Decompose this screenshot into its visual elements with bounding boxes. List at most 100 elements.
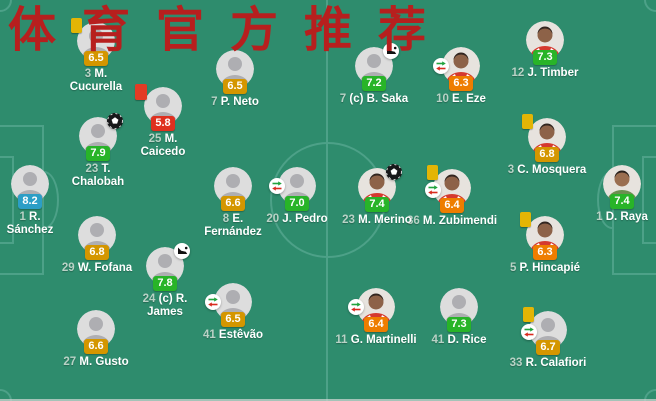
player-rating-badge: 6.5 [84,51,108,66]
substitution-icon [205,294,221,310]
yellow-card-icon [522,114,533,129]
player-rating-badge: 7.3 [533,50,557,65]
player-rating-badge: 6.5 [221,312,245,327]
player-surname: James [147,306,183,318]
penalty-box-left [0,125,44,275]
player-name: 8 E. Fernández [204,213,262,238]
player-chip[interactable]: 5.8 25 M. Caicedo [108,84,218,159]
player-number: 24 [142,293,156,305]
corner-arc [0,0,12,12]
player-name: 5 P. Hincapié [509,262,581,274]
player-rating-badge: 6.7 [536,340,560,355]
player-avatar [146,247,184,285]
player-name: 23 T. Chalobah [71,163,125,188]
goal-area-right [642,156,656,244]
player-rating-badge: 7.4 [610,194,634,209]
player-name: 29 W. Fofana [61,262,133,274]
player-number: 20 [266,213,280,225]
player-rating-badge: 6.6 [84,339,108,354]
substitution-icon [269,178,285,194]
player-number: 1 [596,211,603,223]
player-chip[interactable]: 6.7 33 R. Calafiori [493,307,603,370]
player-chip[interactable]: 7.3 12 J. Timber [490,21,600,80]
player-chip[interactable]: 6.6 27 M. Gusto [41,310,151,369]
player-chip[interactable]: 6.8 29 W. Fofana [42,216,152,275]
player-chip[interactable]: 6.5 41 Estêvão [178,283,288,342]
player-chip[interactable]: 8.2 1 R. Sánchez [0,165,85,237]
substitution-icon [521,324,537,340]
substitution-icon [348,299,364,315]
player-avatar [442,47,480,85]
goal-ball-icon [386,164,402,180]
player-number: 23 [85,163,99,175]
player-rating-badge: 6.3 [533,245,557,260]
player-number: 25 [148,133,162,145]
player-rating-badge: 7.2 [362,76,386,91]
player-rating-badge: 5.8 [151,116,175,131]
player-surname: Sánchez [6,224,54,236]
player-chip[interactable]: 6.8 3 C. Mosquera [492,114,602,177]
player-number: 3 [507,164,515,176]
red-card-icon [135,84,147,100]
player-rating-badge: 6.8 [85,245,109,260]
player-number: 3 [84,68,92,80]
player-rating-badge: 7.9 [86,146,110,161]
player-number: 33 [509,357,523,369]
player-chip[interactable]: 7.0 20 J. Pedro [242,167,352,226]
yellow-card-icon [523,307,534,322]
player-name: 10 E. Eze [436,93,486,105]
player-rating-badge: 7.4 [365,197,389,212]
player-chip[interactable]: 6.6 8 E. Fernández [178,167,288,239]
player-number: 41 [431,334,445,346]
player-chip[interactable]: 6.5 7 P. Neto [180,50,290,109]
player-name: 3 C. Mosquera [507,164,587,176]
player-chip[interactable]: 6.4 11 G. Martinelli [321,288,431,347]
player-number: 5 [509,262,517,274]
player-name: 27 M. Gusto [63,356,129,368]
player-chip[interactable]: 6.3 5 P. Hincapié [490,212,600,275]
player-chip[interactable]: 6.3 10 E. Eze [406,47,516,106]
player-rating-badge: 6.6 [221,196,245,211]
yellow-card-icon [520,212,531,227]
player-name: 12 J. Timber [511,67,579,79]
yellow-card-icon [427,165,438,180]
player-number: 11 [335,334,348,346]
player-name: 1 R. Sánchez [6,211,54,236]
player-chip[interactable]: 7.2 7 (c) B. Saka [319,43,429,106]
player-number: 36 [406,215,420,227]
player-rating-badge: 6.4 [440,198,464,213]
player-chip[interactable]: 7.3 41 D. Rice [404,288,514,347]
player-number: 10 [436,93,449,105]
player-chip[interactable]: 7.8 24 (c) R. James [110,243,220,319]
player-rating-badge: 6.5 [223,79,247,94]
player-name: 1 D. Raya [596,211,648,223]
player-chip[interactable]: 6.4 36 M. Zubimendi [397,165,507,228]
player-name: 24 (c) R. James [142,293,188,318]
player-rating-badge: 7.3 [447,317,471,332]
player-name: 3 M. Cucurella [69,68,123,93]
corner-arc [644,389,656,401]
player-number: 7 [339,93,347,105]
player-name: 41 Estêvão [202,329,264,341]
player-number: 8 [222,213,230,225]
player-name: 33 R. Calafiori [509,357,587,369]
player-chip[interactable]: 7.9 23 T. Chalobah [43,113,153,189]
player-rating-badge: 6.4 [364,317,388,332]
player-name: 25 M. Caicedo [140,133,186,158]
assist-boot-icon [383,43,399,59]
player-chip[interactable]: 6.5 3 M. Cucurella [41,18,151,94]
player-surname: Caicedo [140,146,186,158]
player-number: 29 [61,262,75,274]
player-surname: Cucurella [69,81,123,93]
player-rating-badge: 6.8 [535,147,559,162]
player-number: 1 [19,211,26,223]
player-name: 20 J. Pedro [266,213,328,225]
player-chip[interactable]: 7.4 1 D. Raya [567,165,656,224]
player-name: 36 M. Zubimendi [406,215,498,227]
yellow-card-icon [71,18,82,33]
player-surname: Fernández [204,226,262,238]
player-rating-badge: 7.0 [285,196,309,211]
goal-area-left [0,156,14,244]
player-chip[interactable]: 7.4 23 M. Merino [322,164,432,227]
